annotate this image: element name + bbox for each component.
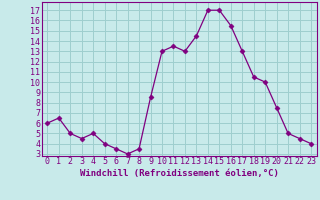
X-axis label: Windchill (Refroidissement éolien,°C): Windchill (Refroidissement éolien,°C) bbox=[80, 169, 279, 178]
